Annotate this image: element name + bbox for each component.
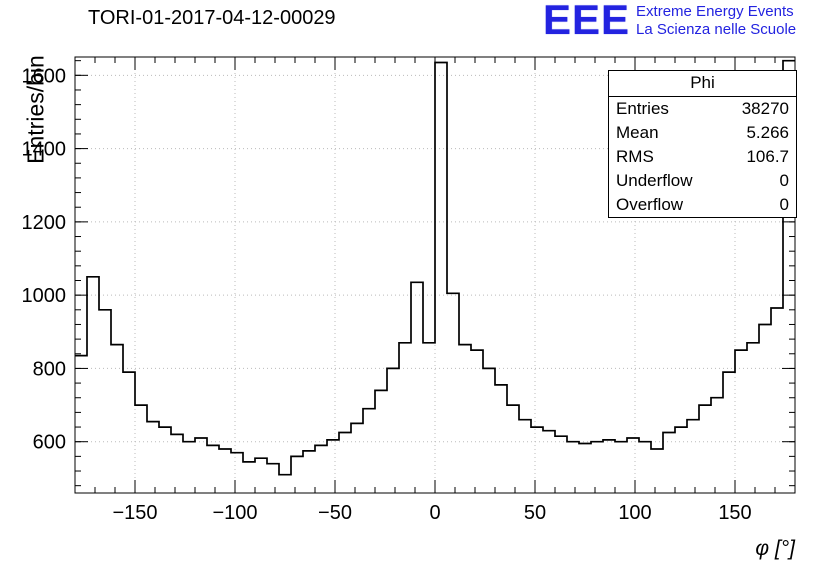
logo-subtitle-line1: Extreme Energy Events xyxy=(636,3,794,20)
stats-label: Entries xyxy=(616,99,669,118)
y-tick-label: 1200 xyxy=(22,212,67,234)
stats-value: 5.266 xyxy=(746,123,789,142)
stats-value: 106.7 xyxy=(746,147,789,166)
stats-label: Underflow xyxy=(616,171,693,190)
stats-row-rms: RMS 106.7 xyxy=(609,145,796,169)
eee-logo-subtitles: Extreme Energy Events La Scienza nelle S… xyxy=(636,3,796,39)
x-tick-label: 100 xyxy=(618,502,651,524)
plot-title: TORI-01-2017-04-12-00029 xyxy=(88,7,336,29)
stats-row-mean: Mean 5.266 xyxy=(609,121,796,145)
stats-value: 0 xyxy=(779,195,789,214)
stats-label: Mean xyxy=(616,123,659,142)
eee-logo: EEE Extreme Energy Events La Scienza nel… xyxy=(543,0,796,43)
x-tick-label: −50 xyxy=(318,502,352,524)
y-tick-label: 1400 xyxy=(22,139,67,161)
y-tick-label: 600 xyxy=(33,432,66,454)
x-axis-title: φ [°] xyxy=(755,537,795,560)
stats-label: RMS xyxy=(616,147,654,166)
x-tick-label: −100 xyxy=(212,502,257,524)
stats-row-overflow: Overflow 0 xyxy=(609,193,796,217)
y-tick-label: 1000 xyxy=(22,285,67,307)
histogram-line xyxy=(75,59,795,476)
stats-label: Overflow xyxy=(616,195,684,214)
y-tick-label: 1600 xyxy=(22,65,67,87)
x-tick-label: 0 xyxy=(429,502,440,524)
stats-value: 0 xyxy=(779,171,789,190)
x-tick-label: −150 xyxy=(112,502,157,524)
stats-box-title: Phi xyxy=(609,71,796,97)
x-tick-label: 50 xyxy=(524,502,546,524)
x-tick-label: 150 xyxy=(718,502,751,524)
stats-row-underflow: Underflow 0 xyxy=(609,169,796,193)
y-tick-label: 800 xyxy=(33,358,66,380)
stats-box: Phi Entries 38270 Mean 5.266 RMS 106.7 U… xyxy=(608,70,797,218)
eee-logo-text: EEE xyxy=(543,0,631,43)
logo-subtitle-line2: La Scienza nelle Scuole xyxy=(636,21,797,38)
stats-value: 38270 xyxy=(741,99,789,118)
stats-row-entries: Entries 38270 xyxy=(609,97,796,121)
